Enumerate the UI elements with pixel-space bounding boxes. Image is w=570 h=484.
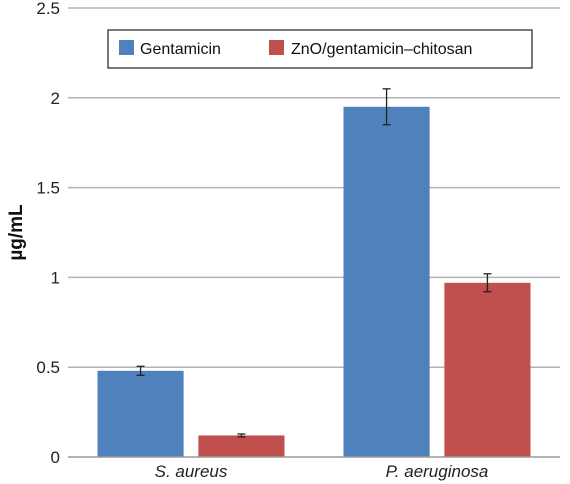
legend: Gentamicin ZnO/gentamicin–chitosan	[107, 29, 533, 69]
y-tick-label: 1.5	[36, 179, 60, 198]
legend-label: ZnO/gentamicin–chitosan	[291, 41, 472, 58]
error-bars	[136, 88, 492, 438]
legend-swatch	[119, 40, 134, 55]
bars	[97, 106, 531, 457]
y-tick-label: 1	[51, 268, 60, 287]
x-category-label: S. aureus	[155, 462, 228, 481]
bar	[444, 282, 531, 457]
bar	[97, 370, 184, 457]
legend-swatch	[269, 40, 284, 55]
y-tick-label: 0	[51, 448, 60, 467]
legend-box	[107, 29, 533, 69]
y-tick-label: 2	[51, 89, 60, 108]
bar	[198, 435, 285, 457]
y-tick-label: 0.5	[36, 358, 60, 377]
y-tick-label: 2.5	[36, 0, 60, 18]
x-category-label: P. aeruginosa	[386, 462, 489, 481]
x-axis-categories: S. aureus P. aeruginosa	[155, 462, 489, 481]
legend-label: Gentamicin	[140, 41, 221, 58]
y-axis-ticks: 0 0.5 1 1.5 2 2.5	[36, 0, 60, 467]
y-axis-label: µg/mL	[6, 204, 27, 261]
bar	[343, 106, 430, 457]
